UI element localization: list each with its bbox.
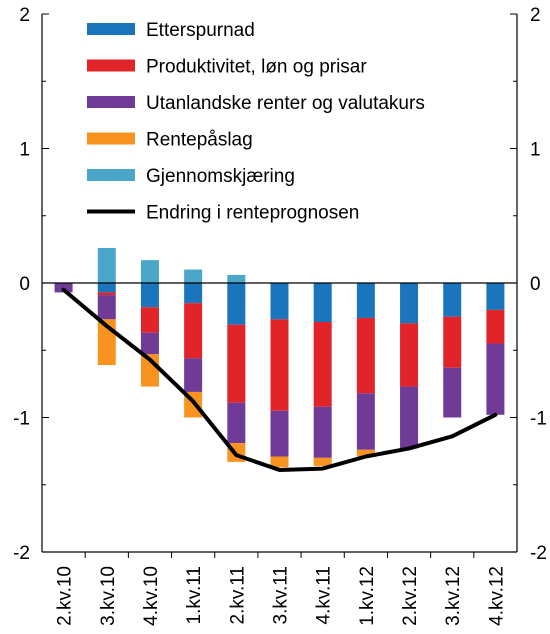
y-tick-label-left: 0 [19,274,30,295]
legend-swatch-4 [87,169,135,181]
y-tick-label-right: -1 [530,409,547,430]
legend-label-line: Endring i renteprognosen [146,203,359,224]
legend-swatch-0 [87,23,135,35]
x-tick-label: 1.kv.12 [357,566,378,626]
y-tick-label-right: -2 [530,543,547,564]
bar-segment-2-3 [184,358,203,392]
bar-segment-4-3 [184,269,203,283]
bar-segment-0-10 [486,283,505,310]
y-tick-label-left: 1 [19,140,30,161]
bar-segment-4-1 [97,248,116,283]
x-tick-label: 3.kv.12 [443,566,464,626]
legend-label-3: Rentepåslag [146,130,253,151]
legend-swatch-3 [87,132,135,145]
y-tick-label-left: -1 [13,409,30,430]
legend-swatch-1 [87,59,135,72]
legend: Etterspurnad Produktivitet, løn og prisar… [87,20,425,224]
y-tick-label-right: 0 [530,274,541,295]
bar-segment-0-3 [184,283,203,304]
bar-segment-4-4 [227,274,246,283]
y-tick-label-left: 2 [19,5,30,26]
bar-segment-0-8 [400,283,419,324]
bar-segment-2-10 [486,343,505,415]
x-tick-label: 3.kv.11 [271,566,292,624]
bar-segment-1-2 [140,307,159,333]
bar-segment-2-0 [54,283,73,293]
x-tick-label: 4.kv.10 [141,566,162,626]
x-tick-label: 4.kv.11 [314,566,335,624]
bar-segment-3-6 [313,457,332,466]
bar-segment-0-5 [270,283,289,320]
bar-segment-4-2 [140,260,159,283]
x-tick-label: 1.kv.11 [184,566,205,624]
legend-label-4: Gjennomskjæring [146,166,295,187]
bar-segment-2-7 [356,393,375,450]
bar-segment-2-8 [400,386,419,449]
bar-segment-2-5 [270,410,289,457]
bar-segment-1-3 [184,303,203,359]
x-tick-label: 3.kv.10 [98,566,119,626]
bar-segment-1-9 [443,316,462,368]
legend-label-2: Utanlandske renter og valutakurs [146,93,425,114]
legend-label-1: Produktivitet, løn og prisar [146,57,367,78]
x-tick-label: 2.kv.12 [400,566,421,626]
y-tick-label-left: -2 [13,543,30,564]
legend-swatch-2 [87,96,135,108]
x-tick-label: 2.kv.10 [55,566,76,626]
bar-segment-1-8 [400,323,419,387]
bar-segment-3-5 [270,456,289,468]
x-tick-label: 2.kv.11 [227,566,248,624]
bar-segment-0-4 [227,283,246,325]
bar-segment-1-5 [270,319,289,411]
bar-segment-1-4 [227,324,246,403]
bar-segment-1-7 [356,317,375,394]
y-tick-label-right: 2 [530,5,541,26]
bar-segment-1-1 [97,292,116,296]
x-tick-label: 4.kv.12 [486,566,507,626]
bar-segment-1-6 [313,322,332,407]
bar-segment-2-9 [443,367,462,418]
bar-segment-2-4 [227,402,246,444]
bar-segment-2-6 [313,406,332,458]
legend-label-0: Etterspurnad [146,20,255,41]
line-series-endring [61,287,498,472]
bar-segment-0-2 [140,283,159,308]
bar-segment-1-10 [486,309,505,344]
bar-segment-0-7 [356,283,375,318]
axes: 2 2 1 1 0 0 -1 -1 -2 -2 [13,5,547,564]
bar-segment-3-7 [356,449,375,457]
bar-segment-2-2 [140,332,159,355]
bar-segment-0-6 [313,283,332,322]
y-tick-label-right: 1 [530,140,541,161]
bar-segment-0-1 [97,283,116,293]
bar-segment-0-9 [443,283,462,317]
bar-segment-2-1 [97,295,116,320]
x-axis-labels: 2.kv.10 3.kv.10 4.kv.10 1.kv.11 2.kv.11 3.kv.… [55,566,508,626]
line-series-group [61,287,498,472]
